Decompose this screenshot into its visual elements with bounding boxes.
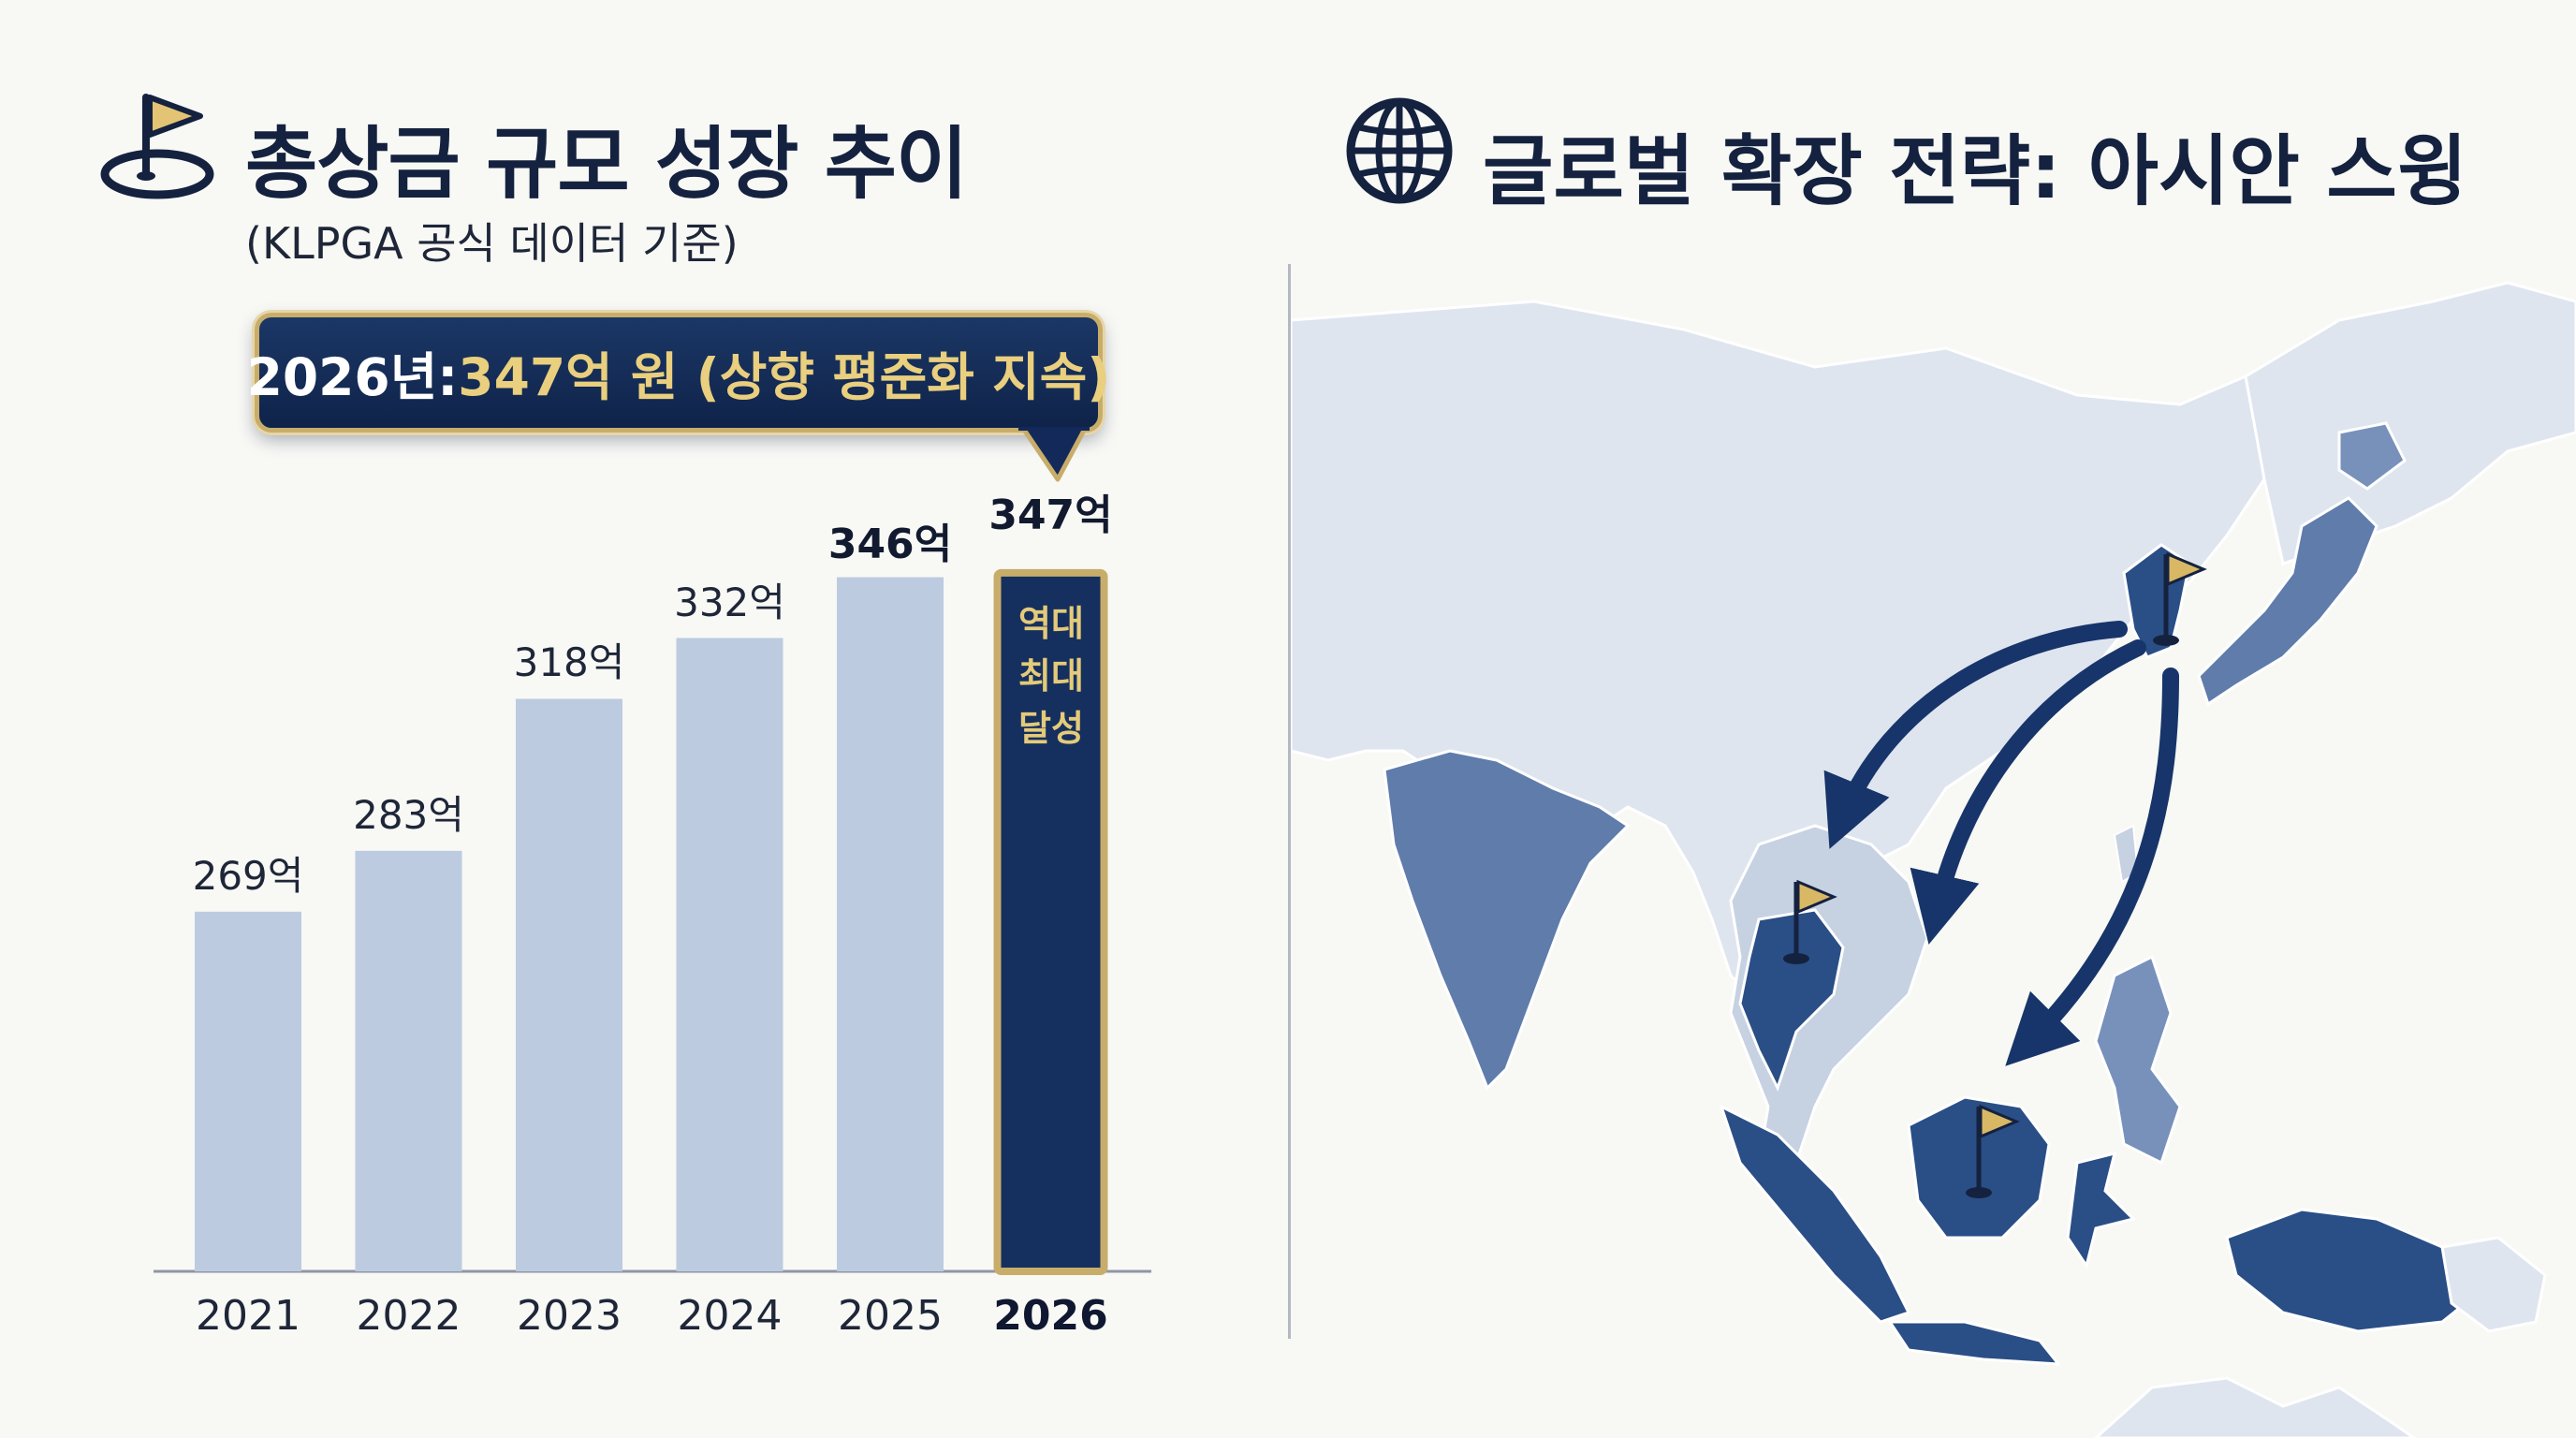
x-tick-label: 2024 [677, 1292, 783, 1340]
map-land-sumatra [1719, 1104, 1911, 1324]
bar-value-label: 347억 [988, 491, 1113, 539]
bar-highlight [993, 568, 1108, 1275]
map-land-japan [2197, 496, 2378, 707]
bar-value-label: 283억 [353, 791, 464, 838]
map-land-hokkaido [2337, 421, 2407, 491]
globe-icon [1346, 97, 1453, 204]
bar [837, 577, 944, 1271]
map-land-png [2440, 1236, 2547, 1333]
highlight-bar-note: 역대 최대 달성 [990, 597, 1112, 755]
x-tick-label: 2023 [517, 1292, 622, 1340]
map-land-java [1887, 1320, 2062, 1366]
map-land-fareast [2244, 281, 2576, 565]
panel-divider [1288, 264, 1291, 1339]
x-tick-label: 2021 [196, 1292, 300, 1340]
bar [195, 911, 301, 1271]
map-land-philippines [2094, 954, 2182, 1166]
asia-map [1291, 281, 2576, 1438]
golf-flag-icon [100, 94, 214, 199]
map-land-australia [2093, 1376, 2417, 1438]
bar [516, 698, 622, 1271]
map-land-sulawesi [2066, 1151, 2136, 1269]
bar-note-line: 역대 [1018, 603, 1084, 644]
bar-value-label: 318억 [513, 639, 625, 686]
flag-icon [2153, 551, 2207, 646]
callout-tail [1018, 427, 1090, 482]
x-tick-label: 2025 [838, 1292, 943, 1340]
route-arrow-indonesia [2005, 668, 2179, 1066]
route-arrow-thailand [1823, 621, 2128, 849]
bar-chart [154, 568, 1151, 1275]
bar-value-label: 346억 [827, 520, 953, 568]
chart-title: 총상금 규모 성장 추이 [245, 118, 968, 210]
flag-icon [1783, 879, 1837, 964]
bar [676, 638, 783, 1271]
flag-icon [1966, 1104, 2020, 1198]
x-tick-label: 2026 [993, 1292, 1108, 1340]
bar [355, 850, 462, 1271]
map-land-india [1383, 749, 1631, 1091]
callout-banner: 2026년: 347억 원 (상향 평준화 지속) [247, 313, 1110, 433]
callout-highlight: 347억 원 (상향 평준화 지속) [458, 347, 1111, 407]
map-land-thailand [1738, 908, 1845, 1092]
callout-prefix: 2026년: [246, 347, 459, 407]
bar-note-line: 최대 [1018, 655, 1084, 697]
bar-value-label: 269억 [192, 852, 304, 899]
x-tick-label: 2022 [356, 1292, 461, 1340]
chart-subtitle: (KLPGA 공식 데이터 기준) [245, 218, 739, 269]
map-title: 글로벌 확장 전략: 아시안 스윙 [1483, 127, 2468, 216]
route-arrow-vietnam [1910, 639, 2146, 945]
bar-note-line: 달성 [1018, 708, 1084, 749]
bar-value-label: 332억 [674, 579, 785, 625]
